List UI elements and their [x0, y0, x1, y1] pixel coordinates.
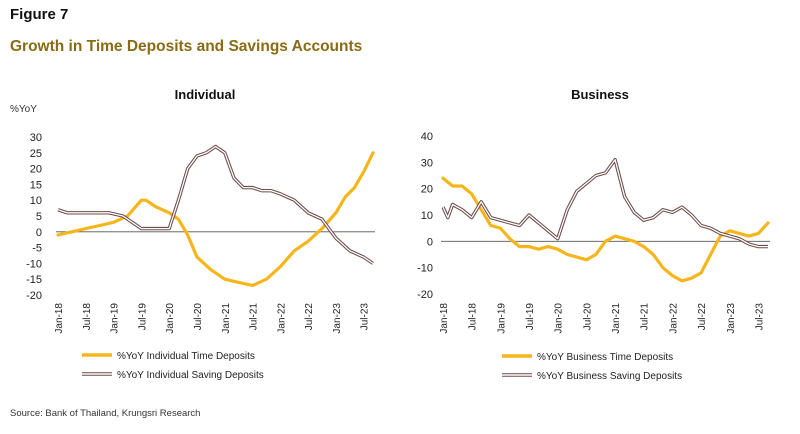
y-tick-label: 20: [421, 184, 433, 196]
legend-individual-saving-label: %YoY Individual Saving Deposits: [117, 370, 264, 381]
chart-individual-legend: %YoY Individual Time Deposits %YoY Indiv…: [82, 351, 264, 381]
chart-business-series: [441, 157, 770, 283]
chart-individual-x-ticks: Jan-18 Jul-18 Jan-19 Jul-19 Jan-20 Jul-20 Jan-…: [54, 303, 371, 334]
y-tick-label: -20: [26, 290, 42, 302]
x-tick-label: Jan-21: [221, 303, 232, 334]
legend-business-saving: %YoY Business Saving Deposits: [502, 371, 682, 382]
y-tick-label: 0: [36, 227, 42, 239]
chart-individual-ylabel: %YoY: [10, 104, 37, 115]
series-individual-saving-line-inner: [57, 145, 374, 264]
legend-individual-saving: %YoY Individual Saving Deposits: [82, 370, 264, 381]
chart-business-title: Business: [571, 87, 629, 102]
y-tick-label: -20: [417, 289, 433, 301]
x-tick-label: Jul-18: [82, 303, 93, 331]
y-tick-label: 20: [30, 164, 42, 176]
x-tick-label: Jul-20: [582, 303, 593, 331]
y-tick-label: -5: [32, 243, 42, 255]
x-tick-label: Jan-19: [496, 303, 507, 334]
series-business-time-line: [441, 176, 770, 283]
legend-business-saving-label: %YoY Business Saving Deposits: [537, 371, 682, 382]
chart-individual: Individual %YoY -20-15-10-5051015202530 …: [10, 87, 375, 381]
x-tick-label: Jan-23: [332, 303, 343, 334]
figure-title: Growth in Time Deposits and Savings Acco…: [10, 38, 363, 55]
y-tick-label: -15: [26, 274, 42, 286]
x-tick-label: Jul-20: [193, 303, 204, 331]
legend-business-time-label: %YoY Business Time Deposits: [537, 352, 673, 363]
x-tick-label: Jul-22: [304, 303, 315, 331]
x-tick-label: Jul-19: [137, 303, 148, 331]
series-individual-time-line: [56, 151, 375, 288]
x-tick-label: Jan-18: [54, 303, 65, 334]
x-tick-label: Jan-19: [110, 303, 121, 334]
y-tick-label: 30: [421, 157, 433, 169]
legend-individual-time-label: %YoY Individual Time Deposits: [117, 351, 255, 362]
chart-business-legend: %YoY Business Time Deposits %YoY Busines…: [502, 352, 682, 382]
x-tick-label: Jan-20: [165, 303, 176, 334]
y-tick-label: -10: [417, 263, 433, 275]
x-tick-label: Jul-22: [697, 303, 708, 331]
chart-individual-title: Individual: [175, 87, 236, 102]
x-tick-label: Jan-18: [439, 303, 450, 334]
y-tick-label: 10: [421, 210, 433, 222]
x-tick-label: Jan-21: [611, 303, 622, 334]
x-tick-label: Jan-20: [554, 303, 565, 334]
source-note: Source: Bank of Thailand, Krungsri Resea…: [10, 408, 201, 419]
series-business-saving-line-inner: [442, 159, 768, 248]
y-tick-label: 5: [36, 211, 42, 223]
legend-business-time: %YoY Business Time Deposits: [502, 352, 673, 363]
y-tick-label: -10: [26, 258, 42, 270]
x-tick-label: Jul-23: [754, 303, 765, 331]
y-tick-label: 15: [30, 179, 42, 191]
x-tick-label: Jul-21: [249, 303, 260, 331]
y-tick-label: 0: [427, 236, 433, 248]
figure-label: Figure 7: [10, 6, 69, 23]
chart-business-y-ticks: -20 -10 0 10 20 30 40: [417, 131, 433, 301]
chart-business-x-ticks: Jan-18 Jul-18 Jan-19 Jul-19 Jan-20 Jul-20 Jan-…: [439, 303, 765, 334]
chart-individual-series: [56, 144, 375, 288]
x-tick-label: Jul-19: [525, 303, 536, 331]
x-tick-label: Jul-18: [468, 303, 479, 331]
x-tick-label: Jan-23: [726, 303, 737, 334]
legend-individual-time: %YoY Individual Time Deposits: [82, 351, 255, 362]
x-tick-label: Jul-21: [640, 303, 651, 331]
chart-individual-y-ticks: -20 -15 -10 -5 0 5 10 15 20 25 30: [26, 132, 42, 302]
y-tick-label: 40: [421, 131, 433, 143]
y-tick-label: 10: [30, 195, 42, 207]
series-individual-saving-line: [57, 144, 374, 265]
x-tick-label: Jul-23: [360, 303, 371, 331]
y-tick-label: 25: [30, 148, 42, 160]
x-tick-label: Jan-22: [668, 303, 679, 334]
y-tick-label: 30: [30, 132, 42, 144]
x-tick-label: Jan-22: [276, 303, 287, 334]
